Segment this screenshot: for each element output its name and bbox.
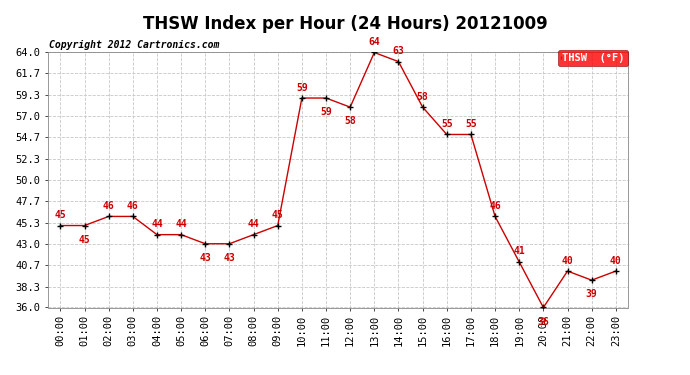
Text: 40: 40 [610, 256, 622, 266]
Text: 46: 46 [103, 201, 115, 211]
Text: 39: 39 [586, 289, 598, 299]
Text: 43: 43 [199, 253, 211, 263]
Text: 46: 46 [127, 201, 139, 211]
Text: Copyright 2012 Cartronics.com: Copyright 2012 Cartronics.com [49, 40, 219, 50]
Text: 44: 44 [175, 219, 187, 229]
Text: 41: 41 [513, 246, 525, 256]
Text: 58: 58 [417, 92, 428, 102]
Text: 44: 44 [151, 219, 163, 229]
Text: 43: 43 [224, 253, 235, 263]
Text: THSW Index per Hour (24 Hours) 20121009: THSW Index per Hour (24 Hours) 20121009 [143, 15, 547, 33]
Text: 55: 55 [465, 119, 477, 129]
Text: 59: 59 [320, 107, 332, 117]
Text: 44: 44 [248, 219, 259, 229]
Text: 46: 46 [489, 201, 501, 211]
Text: 45: 45 [55, 210, 66, 220]
Legend: THSW  (°F): THSW (°F) [558, 50, 628, 66]
Text: 45: 45 [272, 210, 284, 220]
Text: 36: 36 [538, 316, 549, 327]
Text: 45: 45 [79, 235, 90, 244]
Text: 63: 63 [393, 46, 404, 56]
Text: 58: 58 [344, 116, 356, 126]
Text: 59: 59 [296, 82, 308, 93]
Text: 40: 40 [562, 256, 573, 266]
Text: 64: 64 [368, 37, 380, 47]
Text: 55: 55 [441, 119, 453, 129]
